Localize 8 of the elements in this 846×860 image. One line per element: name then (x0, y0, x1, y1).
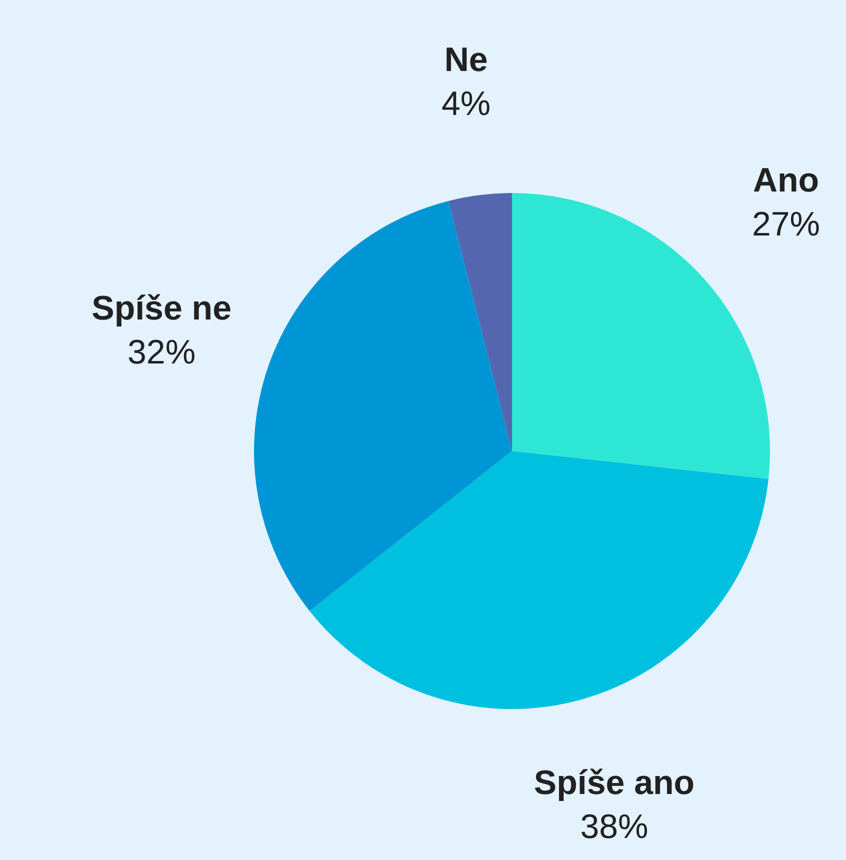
data-label: 4% (442, 85, 491, 124)
data-label: 38% (580, 808, 648, 846)
slice-label: Spíše ne (92, 290, 232, 328)
slice-label: Spíše ano (534, 764, 695, 802)
data-label: 32% (128, 334, 196, 372)
slice-label: Ne (444, 41, 488, 80)
slice-label: Ano (752, 161, 820, 200)
data-label: 27% (752, 205, 820, 244)
